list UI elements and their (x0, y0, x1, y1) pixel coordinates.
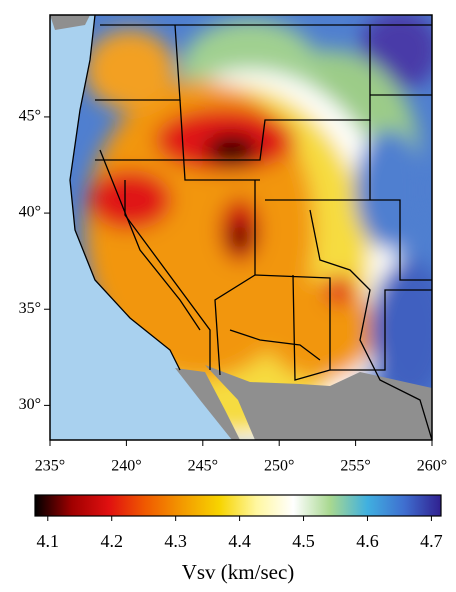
x-tick-label: 240° (111, 458, 141, 475)
x-tick-label: 235° (35, 458, 65, 475)
colorbar-tick-label: 4.3 (164, 531, 187, 551)
colorbar-tick-label: 4.5 (292, 531, 315, 551)
y-tick-label: 30° (19, 396, 41, 413)
x-tick-label: 255° (340, 458, 370, 475)
colorbar-tick-label: 4.2 (100, 531, 123, 551)
y-tick-label: 35° (19, 300, 41, 317)
x-tick-label: 260° (417, 458, 447, 475)
y-tick-label: 40° (19, 204, 41, 221)
colorbar-tick-label: 4.6 (356, 531, 379, 551)
colorbar (34, 494, 442, 517)
map (50, 15, 432, 440)
x-tick-label: 245° (188, 458, 218, 475)
y-tick-label: 45° (19, 108, 41, 125)
colorbar-label: Vsv (km/sec) (182, 560, 295, 584)
boundaries (69, 15, 432, 440)
colorbar-tick-label: 4.4 (228, 531, 251, 551)
colorbar-tick-label: 4.1 (37, 531, 60, 551)
colorbar-tick-label: 4.7 (420, 531, 443, 551)
map-frame (49, 14, 433, 441)
x-tick-label: 250° (264, 458, 294, 475)
